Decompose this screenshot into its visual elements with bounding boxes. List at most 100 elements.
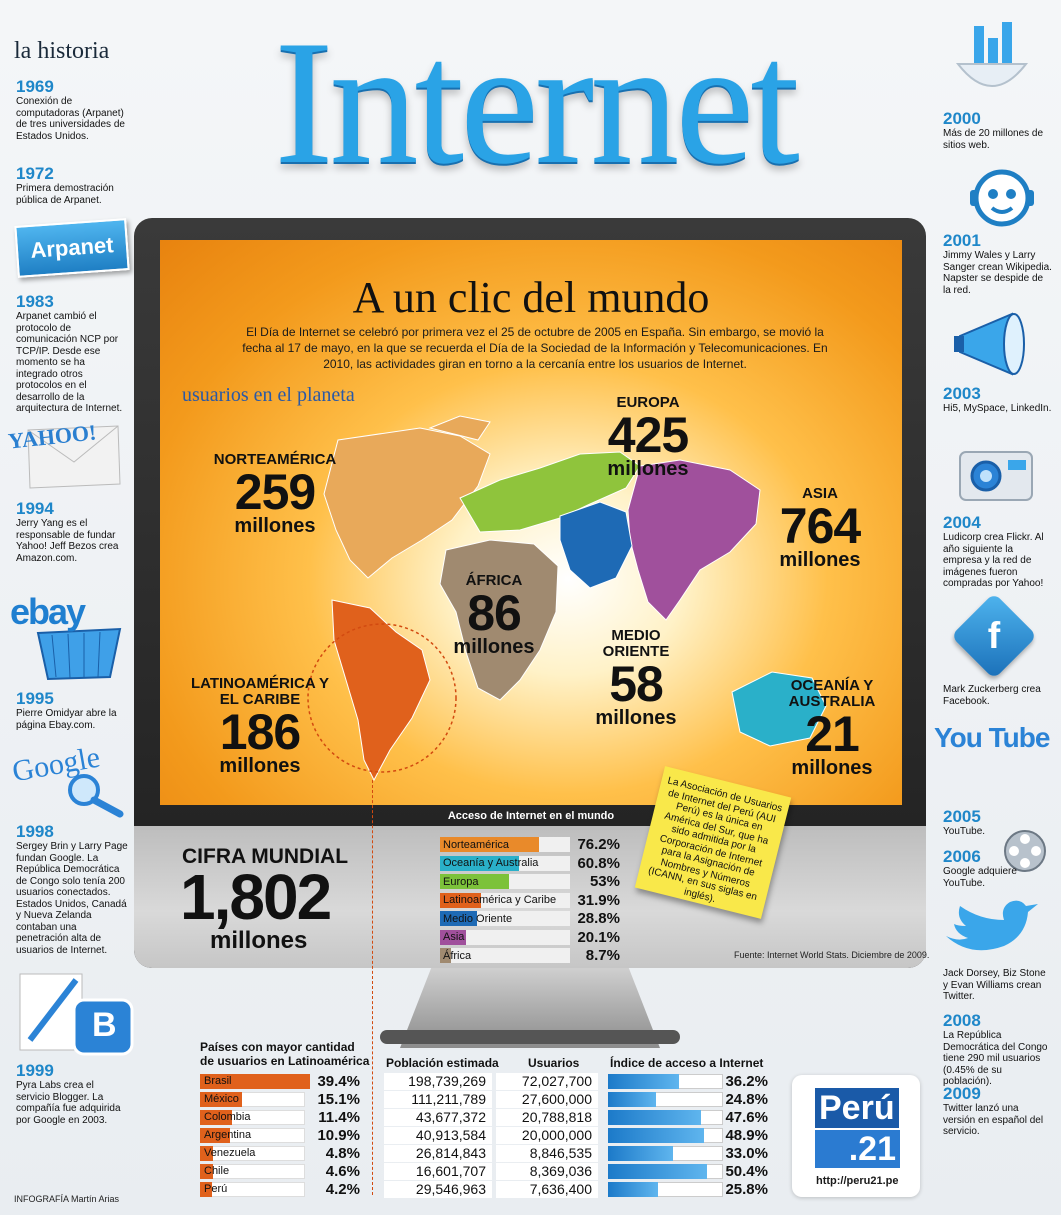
access-caption: Acceso de Internet en el mundo	[447, 810, 615, 822]
facebook-icon: f	[950, 592, 1038, 680]
region-unit: millones	[779, 549, 861, 571]
access-row: Asia 20.1%	[440, 929, 620, 946]
timeline-text: Sergey Brin y Larry Page fundan Google. …	[16, 841, 128, 956]
access-row: Oceanía y Australia 60.8%	[440, 855, 620, 872]
blogger-icon: B	[16, 970, 136, 1058]
screen-title: A un clic del mundo	[352, 273, 710, 322]
country-name: Colombia	[204, 1111, 251, 1123]
access-track	[440, 948, 570, 963]
timeline-year: 2004	[943, 513, 981, 532]
timeline-year: 1998	[16, 822, 54, 841]
region-north-america: NORTEAMÉRICA 259 millones	[200, 451, 350, 537]
camera-icon	[956, 446, 1036, 506]
map-middle-east	[559, 501, 633, 589]
region-africa: ÁFRICA 86 millones	[430, 573, 558, 658]
index-bar	[608, 1110, 702, 1125]
region-unit: millones	[607, 458, 689, 480]
timeline-text: Twitter lanzó una versión en español del…	[943, 1103, 1044, 1137]
users-cell: 20,000,000	[496, 1127, 598, 1144]
index-row: 24.8%	[608, 1091, 768, 1108]
latam-share-row: Argentina 10.9%	[200, 1127, 360, 1144]
napster-icon	[968, 164, 1036, 232]
timeline-item: 2008 La República Democrática del Congo …	[943, 1012, 1053, 1088]
timeline-item: 1983 Arpanet cambió el protocolo de comu…	[16, 293, 128, 415]
timeline-item: 2009 Twitter lanzó una versión en españo…	[943, 1085, 1053, 1138]
share-bar	[200, 1128, 231, 1143]
region-name: NORTEAMÉRICA	[213, 451, 337, 468]
logo-url[interactable]: http://peru21.pe	[816, 1175, 899, 1187]
region-unit: millones	[453, 636, 535, 658]
users-cell: 8,846,535	[496, 1145, 598, 1162]
share-bar	[200, 1182, 212, 1197]
share-value: 10.9%	[317, 1127, 360, 1144]
share-bar	[200, 1146, 214, 1161]
share-bar	[200, 1164, 213, 1179]
yahoo-icon: YAHOO!	[7, 418, 128, 490]
index-row: 33.0%	[608, 1145, 768, 1162]
region-name: OCEANÍA Y AUSTRALIA	[788, 677, 876, 710]
timeline-item: 2006 Google adquiere YouTube.	[943, 848, 1053, 889]
country-name: Argentina	[204, 1129, 252, 1141]
latam-share-row: Perú 4.2%	[200, 1181, 360, 1198]
timeline-text: Google adquiere YouTube.	[943, 866, 1017, 889]
timeline-year: 1999	[16, 1061, 54, 1080]
region-name: MEDIO ORIENTE	[602, 627, 670, 660]
world-map	[307, 415, 827, 782]
timeline-item: 1999 Pyra Labs crea el servicio Blogger.…	[16, 1062, 128, 1126]
access-bar	[440, 892, 482, 908]
arpanet-icon: Arpanet	[14, 218, 130, 278]
access-bar	[440, 948, 452, 963]
latam-share-row: Chile 4.6%	[200, 1163, 360, 1180]
population-cell: 29,546,963	[384, 1181, 492, 1198]
country-name: Chile	[204, 1165, 230, 1177]
timeline-year: 1994	[16, 499, 54, 518]
index-value: 33.0%	[725, 1145, 768, 1162]
access-row: África 8.7%	[440, 947, 620, 964]
region-name: EUROPA	[616, 394, 680, 411]
logo-text-bottom: .21	[815, 1130, 900, 1168]
access-value: 76.2%	[577, 836, 620, 853]
latam-share-row: Venezuela 4.8%	[200, 1145, 360, 1162]
page-title: Internet	[274, 3, 799, 201]
timeline-text: Jerry Yang es el responsable de fundar Y…	[16, 518, 119, 564]
index-row: 50.4%	[608, 1163, 768, 1180]
access-row: Europa 53%	[440, 873, 620, 890]
access-value: 60.8%	[577, 854, 620, 872]
access-value: 8.7%	[585, 947, 620, 964]
region-value: 425	[607, 407, 689, 463]
credit-line: INFOGRAFÍA Martín Arias	[14, 1194, 120, 1204]
timeline-item: 1969 Conexión de computadoras (Arpanet) …	[16, 78, 128, 142]
access-region-name: Oceanía y Australia	[443, 857, 539, 869]
access-value: 53%	[589, 873, 620, 890]
monitor-screen	[160, 240, 902, 805]
world-label: CIFRA MUNDIAL	[182, 845, 349, 868]
users-header: Usuarios	[528, 1056, 580, 1070]
index-row: 36.2%	[608, 1073, 768, 1090]
region-value: 186	[219, 704, 301, 760]
timeline-year: 1995	[16, 689, 54, 708]
ebay-basket-icon: ebay	[8, 585, 132, 683]
population-cell: 16,601,707	[384, 1163, 492, 1180]
region-name: LATINOAMÉRICA Y EL CARIBE	[190, 675, 330, 708]
index-value: 36.2%	[725, 1073, 768, 1090]
access-row: Norteamérica 76.2%	[440, 836, 620, 853]
timeline-year: 1983	[16, 292, 54, 311]
timeline-item: 2004 Ludicorp crea Flickr. Al año siguie…	[943, 514, 1053, 590]
timeline-item: 2000 Más de 20 millones de sitios web.	[943, 110, 1053, 151]
region-asia: ASIA 764 millones	[760, 485, 880, 571]
users-cell: 7,636,400	[496, 1181, 598, 1198]
region-oceania: OCEANÍA Y AUSTRALIA 21 millones	[774, 677, 890, 779]
index-value: 50.4%	[725, 1163, 768, 1180]
index-bar	[608, 1164, 707, 1179]
population-cell: 43,677,372	[384, 1109, 492, 1126]
web-bowl-icon	[952, 20, 1032, 100]
region-europe: EUROPA 425 millones	[588, 394, 708, 480]
country-name: Brasil	[204, 1075, 232, 1087]
timeline-text: La República Democrática del Congo tiene…	[943, 1030, 1048, 1087]
region-unit: millones	[234, 515, 316, 537]
timeline-text: YouTube.	[943, 826, 986, 837]
map-africa	[439, 539, 559, 701]
region-name: ASIA	[802, 485, 838, 502]
world-unit: millones	[210, 927, 308, 954]
region-middle-east: MEDIO ORIENTE 58 millones	[572, 627, 700, 729]
